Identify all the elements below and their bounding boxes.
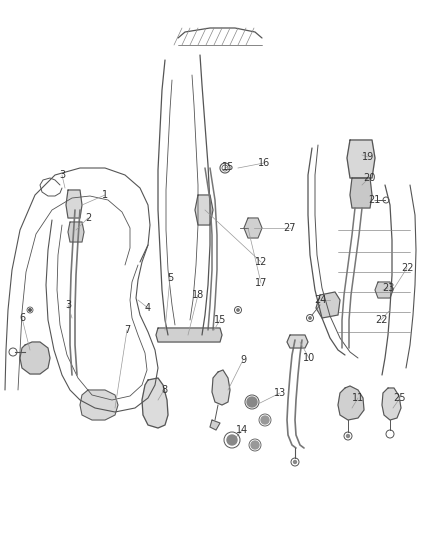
Text: 7: 7	[124, 325, 130, 335]
Text: 21: 21	[368, 195, 380, 205]
Text: 20: 20	[363, 173, 375, 183]
Text: 11: 11	[352, 393, 364, 403]
Circle shape	[237, 309, 240, 311]
Circle shape	[227, 435, 237, 445]
Polygon shape	[350, 178, 372, 208]
Text: 3: 3	[65, 300, 71, 310]
Polygon shape	[244, 218, 262, 238]
Circle shape	[293, 461, 297, 464]
Text: 5: 5	[167, 273, 173, 283]
Polygon shape	[195, 195, 213, 225]
Text: 18: 18	[192, 290, 204, 300]
Text: 19: 19	[362, 152, 374, 162]
Text: 13: 13	[274, 388, 286, 398]
Text: 3: 3	[59, 170, 65, 180]
Polygon shape	[210, 420, 220, 430]
Circle shape	[346, 434, 350, 438]
Circle shape	[28, 309, 32, 311]
Polygon shape	[382, 388, 401, 420]
Circle shape	[247, 397, 257, 407]
Polygon shape	[142, 378, 168, 428]
Circle shape	[261, 416, 269, 424]
Text: 23: 23	[382, 283, 394, 293]
Text: 16: 16	[258, 158, 270, 168]
Text: 10: 10	[303, 353, 315, 363]
Text: 15: 15	[214, 315, 226, 325]
Text: 27: 27	[284, 223, 296, 233]
Polygon shape	[156, 328, 222, 342]
Polygon shape	[20, 342, 50, 374]
Polygon shape	[66, 190, 82, 218]
Polygon shape	[68, 222, 84, 242]
Polygon shape	[347, 140, 375, 178]
Polygon shape	[212, 370, 230, 405]
Text: 24: 24	[314, 295, 326, 305]
Text: 4: 4	[145, 303, 151, 313]
Circle shape	[251, 441, 259, 449]
Text: 12: 12	[255, 257, 267, 267]
Polygon shape	[80, 390, 118, 420]
Text: 9: 9	[240, 355, 246, 365]
Text: 14: 14	[236, 425, 248, 435]
Text: 25: 25	[394, 393, 406, 403]
Polygon shape	[375, 282, 393, 298]
Polygon shape	[338, 386, 364, 420]
Text: 15: 15	[222, 162, 234, 172]
Polygon shape	[287, 335, 308, 348]
Text: 22: 22	[375, 315, 387, 325]
Text: 6: 6	[19, 313, 25, 323]
Text: 2: 2	[85, 213, 91, 223]
Circle shape	[308, 317, 311, 319]
Text: 17: 17	[255, 278, 267, 288]
Polygon shape	[316, 292, 340, 318]
Text: 1: 1	[102, 190, 108, 200]
Text: 8: 8	[161, 385, 167, 395]
Text: 22: 22	[401, 263, 413, 273]
